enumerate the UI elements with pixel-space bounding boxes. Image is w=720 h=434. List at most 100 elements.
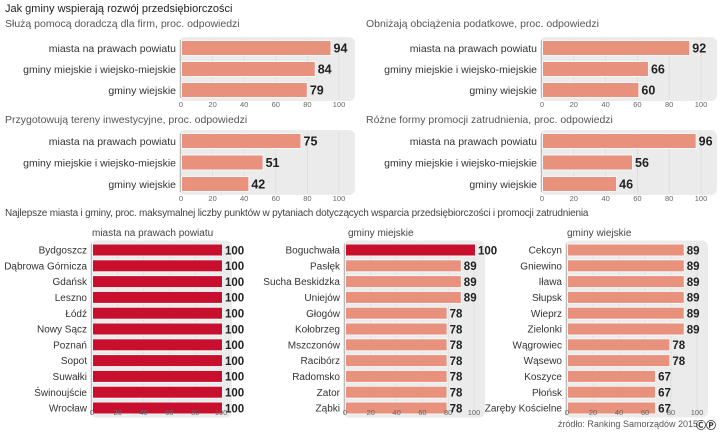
x-tick-label: 40 [240, 194, 248, 203]
x-tick-label: 0 [565, 408, 569, 417]
source-note: źródło: Ranking Samorządów 2015 [557, 419, 698, 429]
category-label: Radomsko [292, 372, 340, 383]
bar [346, 323, 447, 335]
bar [346, 402, 447, 414]
value-label: 78 [450, 308, 463, 320]
x-tick-label: 0 [179, 100, 183, 109]
bar [568, 339, 670, 351]
category-label: Suwałki [53, 372, 87, 383]
value-label: 89 [687, 324, 700, 336]
category-label: Koszyce [524, 372, 562, 383]
x-tick-label: 100 [333, 194, 346, 203]
value-label: 66 [651, 63, 665, 77]
category-label: Ząbki [316, 404, 340, 415]
x-tick-label: 100 [695, 100, 708, 109]
bar [346, 386, 447, 398]
value-label: 84 [318, 63, 332, 77]
x-tick-label: 20 [589, 408, 597, 417]
bar [568, 291, 684, 303]
value-label: 89 [464, 277, 477, 289]
category-label: gminy miejskie i wiejsko-miejskie [384, 64, 537, 76]
bar [346, 244, 475, 256]
x-tick-label: 60 [272, 194, 280, 203]
category-label: Mszczonów [288, 340, 341, 351]
x-tick-label: 100 [333, 100, 346, 109]
value-label: 96 [699, 135, 713, 149]
bar [93, 244, 222, 256]
value-label: 100 [225, 277, 244, 289]
bar [568, 260, 684, 272]
category-label: gminy wiejskie [469, 179, 537, 191]
value-label: 100 [225, 387, 244, 399]
x-tick-label: 40 [615, 408, 623, 417]
x-tick-label: 40 [601, 100, 609, 109]
category-label: miasta na prawach powiatu [410, 136, 537, 148]
category-label: Cekcyn [529, 246, 562, 257]
bar [346, 355, 447, 367]
category-label: Głogów [306, 309, 341, 320]
category-label: Gniewino [520, 261, 562, 272]
x-tick-label: 20 [208, 194, 216, 203]
value-label: 100 [225, 340, 244, 352]
bar [182, 177, 249, 191]
value-label: 51 [266, 156, 280, 170]
x-tick-label: 40 [139, 408, 147, 417]
category-label: Uniejów [304, 293, 340, 304]
chart-title-advisory: Służą pomocą doradczą dla firm, proc. od… [5, 18, 240, 30]
value-label: 56 [635, 156, 649, 170]
x-tick-label: 60 [633, 100, 641, 109]
x-tick-label: 80 [444, 408, 452, 417]
x-tick-label: 20 [208, 100, 216, 109]
bar [346, 370, 447, 382]
category-label: Bydgoszcz [39, 246, 87, 257]
bar [93, 260, 222, 272]
bar [346, 276, 461, 288]
bar [543, 134, 696, 148]
category-label: gminy miejskie i wiejsko-miejskie [384, 157, 537, 169]
value-label: 78 [450, 387, 463, 399]
bar [93, 291, 222, 303]
value-label: 75 [304, 135, 318, 149]
bar [568, 355, 670, 367]
value-label: 67 [658, 403, 671, 415]
bar [568, 244, 684, 256]
bar [93, 323, 222, 335]
x-tick-label: 60 [165, 408, 173, 417]
x-tick-label: 60 [418, 408, 426, 417]
value-label: 79 [310, 84, 324, 98]
value-label: 89 [687, 277, 700, 289]
value-label: 92 [692, 42, 706, 56]
bar [568, 307, 684, 319]
value-label: 89 [687, 245, 700, 257]
chart-title-employment: Różne formy promocji zatrudnienia, proc.… [366, 114, 613, 126]
category-label: Leszno [55, 293, 88, 304]
value-label: 100 [225, 245, 244, 257]
x-tick-label: 60 [272, 100, 280, 109]
column-title-rural: gminy wiejskie [567, 228, 632, 239]
category-label: miasta na prawach powiatu [49, 43, 176, 55]
value-label: 78 [672, 340, 685, 352]
x-tick-label: 40 [392, 408, 400, 417]
category-label: Zielonki [528, 325, 562, 336]
value-label: 100 [225, 293, 244, 305]
bar [182, 62, 315, 76]
category-label: Łódź [65, 309, 87, 320]
chart-title-tax: Obniżają obciążenia podatkowe, proc. odp… [366, 18, 599, 30]
category-label: gminy wiejskie [108, 85, 176, 97]
value-label: 100 [225, 261, 244, 273]
category-label: Racibórz [301, 356, 340, 367]
bar [93, 355, 222, 367]
section-title-rankings: Najlepsze miasta i gminy, proc. maksymal… [5, 208, 589, 219]
category-label: Sucha Beskidzka [263, 277, 340, 288]
bar [93, 370, 222, 382]
value-label: 78 [450, 356, 463, 368]
x-tick-label: 80 [303, 100, 311, 109]
bar [93, 386, 222, 398]
category-label: Nowy Sącz [37, 325, 87, 336]
value-label: 78 [450, 324, 463, 336]
bar [568, 276, 684, 288]
value-label: 42 [251, 178, 265, 192]
bar [346, 339, 447, 351]
bar [182, 155, 263, 170]
x-tick-label: 100 [695, 194, 708, 203]
